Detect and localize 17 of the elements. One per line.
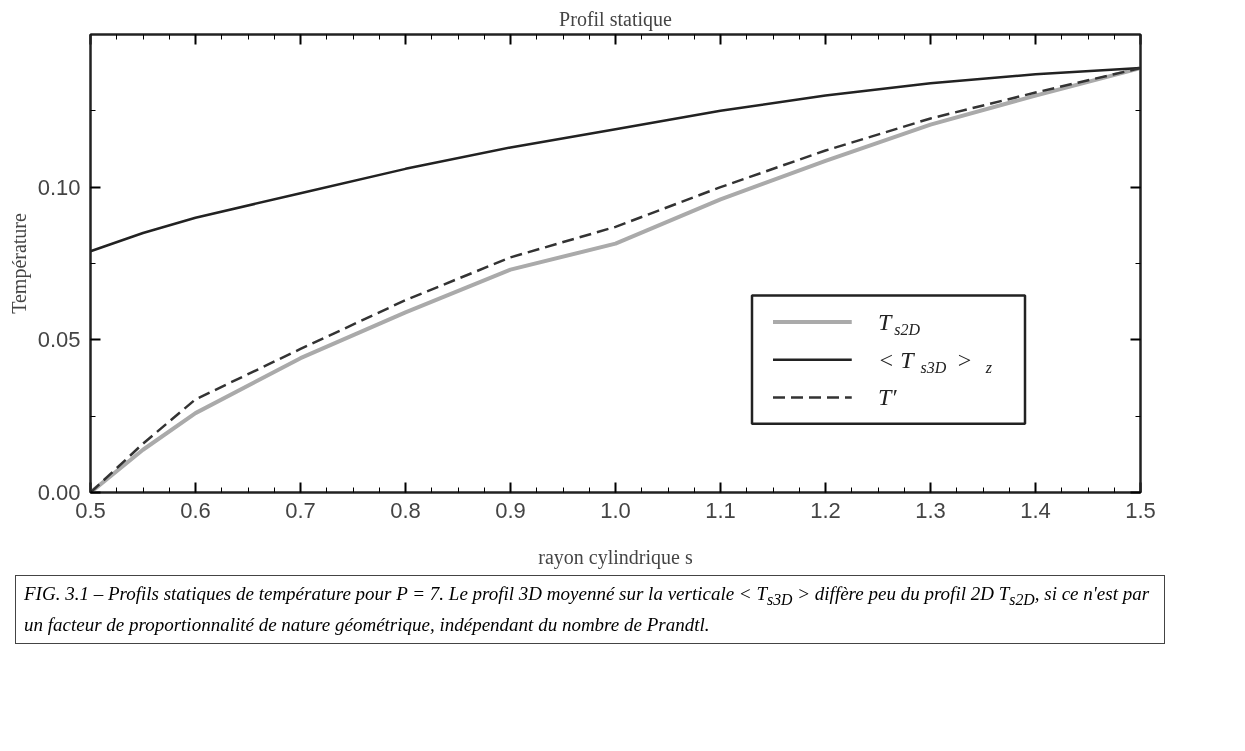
y-tick-label: 0.10: [37, 174, 81, 200]
x-tick-label: 1.4: [1020, 497, 1051, 523]
x-axis-title: rayon cylindrique s: [538, 545, 693, 569]
x-tick-label: 1.3: [915, 497, 946, 523]
x-tick-label: 1.1: [705, 497, 736, 523]
text: 1.0: [600, 497, 631, 523]
x-tick-label: 1.5: [1125, 497, 1156, 523]
x-tick-label: 1.2: [810, 497, 841, 523]
y-axis-title: Température: [7, 213, 31, 314]
chart-title: Profil statique: [559, 7, 672, 31]
x-tick-label: 0.8: [390, 497, 421, 523]
x-tick-label: 0.6: [180, 497, 211, 523]
x-tick-label: 0.7: [285, 497, 316, 523]
x-tick-label: 0.9: [495, 497, 526, 523]
legend-label: T′: [878, 384, 898, 411]
text: FIG. 3.1 – Profils statiques de température pour P = 7. Le profil 3D moyenné sur la verticale < T$_{s3D}$ > diffère peu du profil 2D T$_{s2D}$, si ce n'est par un facteur de proportionnalité de nature géométrique, indépendant du nombre de Prandtl.: [24, 583, 1150, 636]
y-tick-label: 0.05: [37, 327, 81, 353]
